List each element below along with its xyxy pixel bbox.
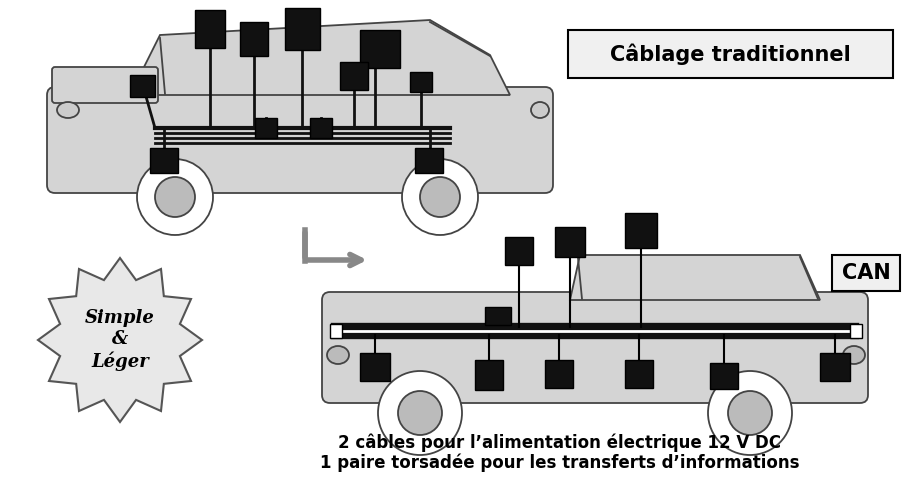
Bar [415, 148, 443, 173]
Circle shape [398, 391, 442, 435]
Circle shape [378, 371, 462, 455]
Bar [240, 22, 268, 56]
Text: 2 câbles pour l’alimentation électrique 12 V DC: 2 câbles pour l’alimentation électrique … [338, 434, 782, 452]
Bar [555, 227, 585, 257]
Ellipse shape [57, 102, 79, 118]
Bar [340, 62, 368, 90]
Bar [150, 148, 178, 173]
Bar [310, 118, 332, 138]
Text: Simple
&
Léger: Simple & Léger [85, 309, 155, 371]
Bar [485, 307, 511, 325]
Bar [710, 363, 738, 389]
Circle shape [137, 159, 213, 235]
Bar [625, 360, 653, 388]
Bar [330, 324, 342, 338]
Bar [475, 360, 503, 390]
Bar [255, 118, 277, 138]
Circle shape [420, 177, 460, 217]
Bar [505, 237, 533, 265]
Bar [850, 324, 862, 338]
Ellipse shape [531, 102, 549, 118]
Ellipse shape [843, 346, 865, 364]
FancyBboxPatch shape [52, 67, 158, 103]
Bar [130, 75, 155, 97]
Text: CAN: CAN [842, 263, 891, 283]
Polygon shape [38, 258, 202, 422]
Circle shape [708, 371, 792, 455]
Bar [360, 30, 400, 68]
Polygon shape [130, 20, 510, 95]
Circle shape [402, 159, 478, 235]
Text: 1 paire torsadée pour les transferts d’informations: 1 paire torsadée pour les transferts d’i… [320, 454, 800, 472]
Bar [625, 213, 657, 248]
Bar [285, 8, 320, 50]
Circle shape [728, 391, 772, 435]
Ellipse shape [327, 346, 349, 364]
Text: Câblage traditionnel: Câblage traditionnel [610, 43, 851, 65]
FancyBboxPatch shape [47, 87, 553, 193]
Circle shape [155, 177, 195, 217]
Bar [545, 360, 573, 388]
Polygon shape [570, 255, 820, 300]
FancyBboxPatch shape [568, 30, 893, 78]
Bar [195, 10, 225, 48]
Bar [360, 353, 390, 381]
Bar [820, 353, 850, 381]
Bar [410, 72, 432, 92]
FancyBboxPatch shape [322, 292, 868, 403]
FancyBboxPatch shape [832, 255, 900, 291]
